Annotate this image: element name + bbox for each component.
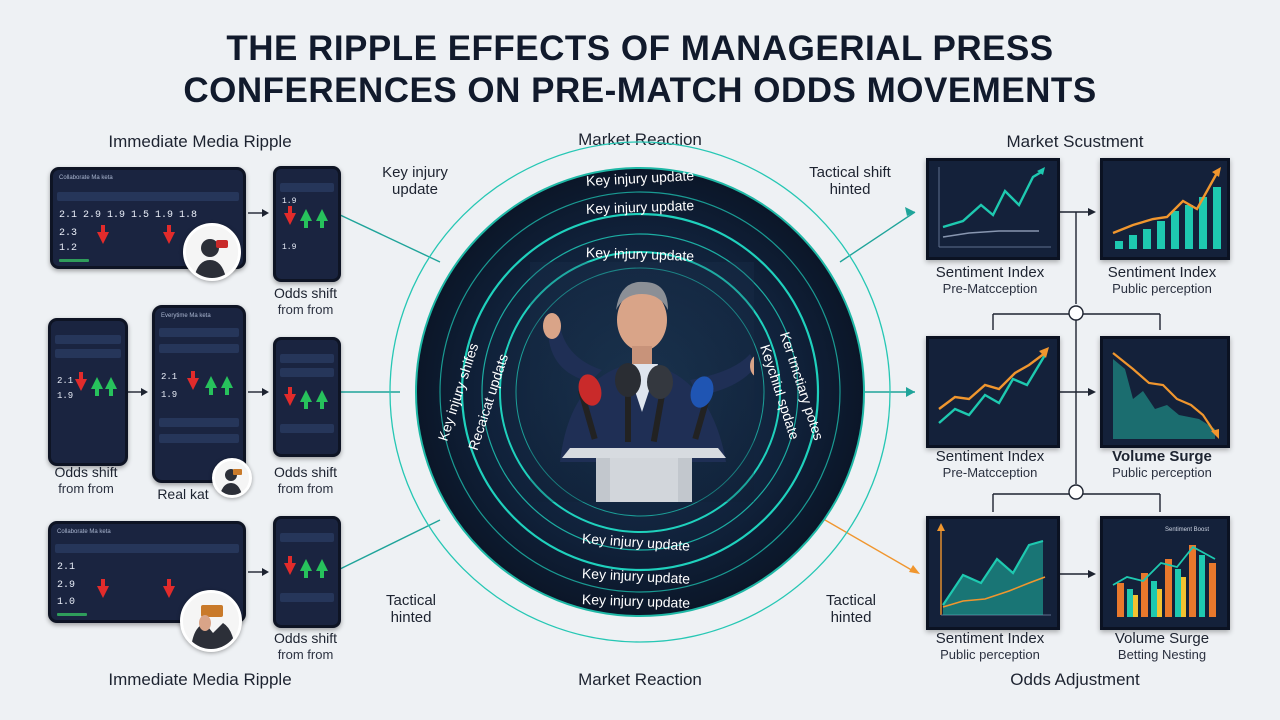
- odds-down-arrow: [284, 387, 296, 406]
- label-odds-shift-r3: Odds shift from from: [273, 630, 338, 662]
- chart-volume-surge-1: [1100, 336, 1230, 448]
- label-real-kat: Real kat: [157, 486, 209, 502]
- note-tactical-right: Tactical hinted: [825, 592, 877, 626]
- odds-phone-row2-center: Everytime Ma keta 2.1 1.9: [152, 305, 246, 483]
- title-line-2: CONFERENCES ON PRE-MATCH ODDS MOVEMENTS: [183, 71, 1097, 110]
- chart-sentiment-2: [1100, 158, 1230, 260]
- fan-hands-avatar: [180, 590, 242, 652]
- page-title: THE RIPPLE EFFECTS OF MANAGERIAL PRESS C…: [0, 28, 1280, 112]
- label-odds-shift-r2-right: Odds shift from from: [273, 464, 338, 496]
- chart-tag: Sentiment Boost: [1165, 527, 1209, 533]
- odds-up-arrow: [91, 377, 103, 396]
- odds-down-arrow: [163, 579, 175, 598]
- chart-1-caption: Sentiment Index Pre-Matcception: [935, 264, 1045, 296]
- odds-up-arrow: [300, 209, 312, 228]
- odds-up-arrow: [316, 390, 328, 409]
- fan-phone-avatar: [183, 223, 241, 281]
- odds-phone-row2-left: 2.1 1.9: [48, 318, 128, 466]
- label-odds-shift-r1: Odds shift from from: [273, 285, 338, 317]
- header-immediate-media-ripple-bottom: Immediate Media Ripple: [108, 670, 292, 689]
- header-market-reaction-bottom: Market Reaction: [578, 670, 702, 689]
- chart-6-caption: Volume Surge Betting Nesting: [1114, 630, 1210, 662]
- chart-4-caption: Volume Surge Public perception: [1112, 448, 1212, 480]
- odds-up-arrow: [105, 377, 117, 396]
- odds-up-arrow: [205, 376, 217, 395]
- odds-phone-row1: 1.9 1.9: [273, 166, 341, 282]
- chart-3-caption: Sentiment Index Pre-Matcception: [935, 448, 1045, 480]
- note-tactical-shift: Tactical shift hinted: [809, 164, 891, 198]
- note-tactical-left: Tactical hinted: [385, 592, 437, 626]
- header-immediate-media-ripple-top: Immediate Media Ripple: [108, 132, 292, 151]
- manager-at-podium-image: [530, 262, 754, 502]
- odds-down-arrow: [284, 206, 296, 225]
- odds-up-arrow: [300, 390, 312, 409]
- odds-up-arrow: [300, 559, 312, 578]
- odds-down-arrow: [187, 371, 199, 390]
- chart-5-caption: Sentiment Index Public perception: [935, 630, 1045, 662]
- odds-up-arrow: [316, 559, 328, 578]
- odds-up-arrow: [221, 376, 233, 395]
- odds-down-arrow: [97, 579, 109, 598]
- note-key-injury: Key injury update: [382, 164, 448, 198]
- label-odds-shift-r2-left: Odds shift from from: [54, 464, 118, 496]
- chart-sentiment-4: [926, 516, 1060, 630]
- header-market-adjustment-top: Market Scustment: [1006, 132, 1144, 151]
- chart-sentiment-3: [926, 336, 1060, 448]
- chart-2-caption: Sentiment Index Public perception: [1107, 264, 1217, 296]
- odds-down-arrow: [284, 556, 296, 575]
- chart-sentiment-1: [926, 158, 1060, 260]
- title-line-1: THE RIPPLE EFFECTS OF MANAGERIAL PRESS: [226, 29, 1054, 68]
- header-odds-adjustment-bottom: Odds Adjustment: [1010, 670, 1140, 689]
- chart-volume-surge-2: Sentiment Boost: [1100, 516, 1230, 630]
- odds-down-arrow: [75, 372, 87, 391]
- odds-down-arrow: [163, 225, 175, 244]
- odds-phone-row2-right: [273, 337, 341, 457]
- odds-down-arrow: [97, 225, 109, 244]
- odds-phone-row3: [273, 516, 341, 628]
- odds-up-arrow: [316, 209, 328, 228]
- fan-avatar-small: [212, 458, 252, 498]
